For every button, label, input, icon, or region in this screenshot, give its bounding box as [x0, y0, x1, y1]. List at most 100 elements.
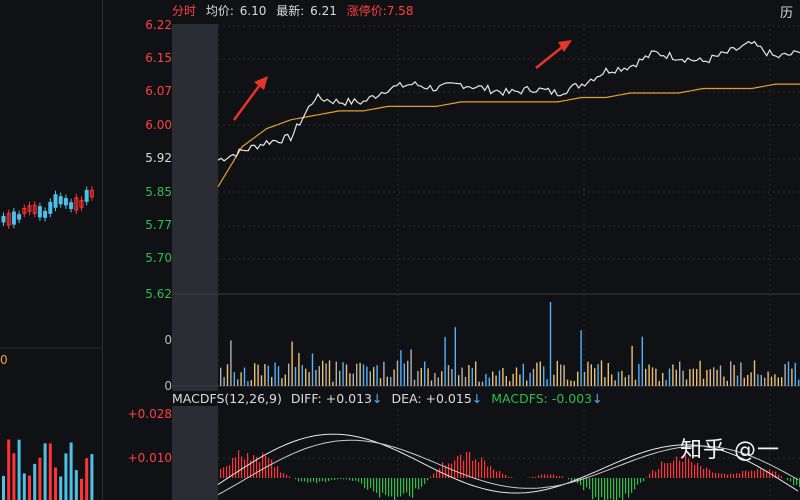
volume-bar — [335, 361, 337, 386]
macd-bar — [307, 478, 309, 483]
macd-bar — [469, 451, 471, 478]
volume-bar — [424, 361, 426, 386]
volume-bar — [539, 361, 541, 386]
macd-bar — [754, 471, 756, 478]
macd-bar — [700, 466, 702, 478]
volume-bar — [600, 360, 603, 386]
volume-bar — [631, 345, 633, 386]
macd-bar — [616, 478, 618, 500]
volume-bar — [362, 364, 365, 386]
volume-bar — [396, 360, 399, 386]
avg-price-label: 均价: — [205, 4, 234, 18]
volume-bar — [651, 367, 654, 386]
macd-bar — [238, 450, 240, 478]
pre-market-shade — [172, 24, 218, 500]
candle-body — [63, 197, 68, 206]
volume-bar — [760, 374, 762, 386]
macd-bar — [694, 464, 696, 478]
macd-indicator-label[interactable]: MACDFS(12,26,9) DIFF: +0.013↓ DEA: +0.01… — [172, 391, 612, 406]
volume-bar — [277, 366, 280, 386]
macd-bar — [544, 474, 546, 478]
candle-body — [43, 210, 48, 218]
macd-bar — [658, 468, 660, 478]
mode-label[interactable]: 分时 — [172, 4, 197, 18]
macd-bar — [445, 465, 447, 478]
volume-bar — [532, 368, 535, 386]
macd-bar — [652, 470, 654, 478]
left-kline-pane[interactable]: 0 — [0, 0, 103, 500]
macd-bar — [385, 478, 387, 495]
volume-bar — [662, 373, 664, 386]
candle-body — [89, 189, 94, 198]
history-tab[interactable]: 历 — [780, 6, 794, 21]
macd-bar — [262, 452, 264, 478]
macd-bar — [505, 474, 507, 478]
avg-price-value: 6.10 — [239, 4, 267, 18]
volume-bar — [260, 375, 263, 386]
macd-bar — [778, 474, 780, 478]
macd-bar — [595, 478, 597, 498]
volume-bar — [791, 368, 793, 386]
macd-bar — [619, 478, 621, 498]
price-tick: 5.62 — [145, 287, 172, 301]
left-volume-bar — [7, 439, 11, 500]
macd-bar — [721, 473, 723, 478]
macd-bar — [493, 469, 495, 478]
volume-bar — [553, 374, 555, 386]
price-tick: 5.70 — [145, 251, 172, 265]
macd-bar — [226, 466, 228, 478]
macd-bar — [688, 458, 690, 478]
left-volume-bar — [74, 470, 78, 500]
macd-bar — [487, 466, 489, 478]
macd-bar — [727, 474, 729, 478]
average-price-line — [217, 83, 800, 188]
macd-bar — [220, 468, 222, 478]
volume-bar — [566, 379, 569, 386]
macd-bar — [763, 470, 765, 478]
macd-bar — [229, 465, 231, 478]
macd-bar — [637, 478, 639, 485]
macd-bar — [751, 470, 753, 478]
macd-bar — [289, 476, 291, 478]
macd-bar — [394, 478, 396, 500]
macd-bar — [601, 478, 603, 498]
macd-bar — [412, 478, 414, 498]
macd-bar — [556, 476, 558, 478]
volume-bar — [736, 375, 739, 386]
macd-bar — [511, 477, 513, 478]
macd-bar — [271, 459, 273, 478]
macd-bar — [256, 456, 258, 478]
left-volume-bar — [90, 454, 94, 500]
candle-body — [48, 201, 53, 214]
price-tick: 5.85 — [145, 185, 172, 199]
volume-bar — [393, 369, 395, 386]
macd-bar — [676, 456, 678, 478]
left-volume-bar — [43, 443, 47, 500]
volume-bar — [505, 376, 507, 386]
macd-bar — [478, 462, 480, 478]
macd-bar — [649, 473, 651, 478]
macd-bar — [625, 478, 627, 494]
intraday-chart[interactable] — [172, 24, 800, 500]
macd-bar — [277, 466, 279, 478]
volume-bar — [437, 377, 439, 386]
volume-bar — [332, 381, 334, 386]
volume-bar — [485, 374, 487, 386]
volume-bar — [226, 364, 229, 386]
candle-body — [27, 205, 32, 212]
volume-bar — [774, 374, 776, 386]
volume-bar — [458, 375, 460, 386]
arrow-down-icon: ↓ — [471, 391, 483, 406]
volume-bar — [665, 379, 667, 386]
annotation-arrow-1 — [232, 76, 268, 121]
volume-bar — [563, 365, 565, 386]
macd-bar — [529, 477, 531, 478]
macdfs-value: MACDFS: -0.003 — [491, 391, 593, 406]
macd-bar — [550, 474, 552, 478]
volume-bar — [495, 375, 497, 386]
macd-bar — [430, 476, 432, 478]
volume-bar — [512, 373, 514, 386]
macd-bar — [736, 473, 738, 478]
volume-bar — [624, 377, 626, 386]
